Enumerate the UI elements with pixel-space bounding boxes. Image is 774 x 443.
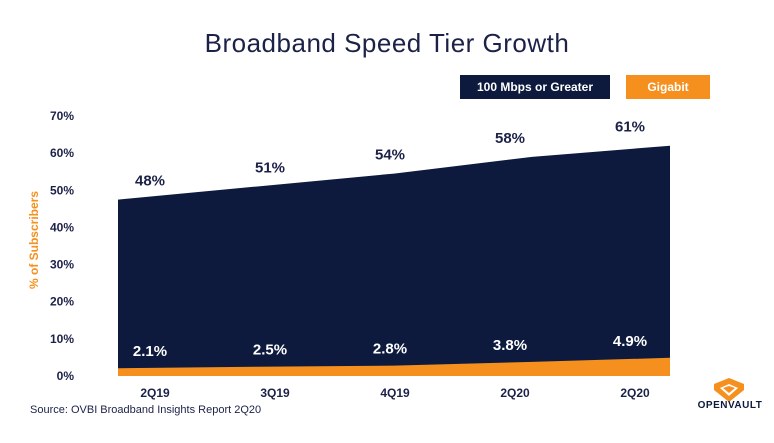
chart-title: Broadband Speed Tier Growth	[204, 28, 570, 58]
data-label-s0-1: 51%	[255, 160, 285, 177]
openvault-logo-icon	[714, 378, 744, 402]
area-series-0	[118, 145, 670, 376]
data-label-s1-1: 2.5%	[253, 342, 287, 359]
source-note: Source: OVBI Broadband Insights Report 2…	[30, 404, 262, 416]
x-tick-label-1: 3Q19	[260, 386, 290, 400]
x-tick-label-0: 2Q19	[140, 386, 170, 400]
legend-gigabit: Gigabit	[626, 75, 710, 99]
brand-name: OPENVAULT	[697, 400, 763, 411]
y-tick-label-6: 60%	[50, 146, 74, 160]
x-tick-label-4: 2Q20	[620, 386, 650, 400]
data-label-s1-3: 3.8%	[493, 337, 527, 354]
data-label-s0-4: 61%	[615, 119, 645, 136]
data-label-s1-4: 4.9%	[613, 333, 647, 350]
y-tick-label-1: 10%	[50, 332, 74, 346]
data-label-s1-2: 2.8%	[373, 341, 407, 358]
data-label-s0-3: 58%	[495, 130, 525, 147]
y-tick-label-0: 0%	[57, 369, 75, 383]
y-tick-label-7: 70%	[50, 109, 74, 123]
data-label-s0-2: 54%	[375, 147, 405, 164]
y-tick-label-3: 30%	[50, 258, 74, 272]
y-tick-label-2: 20%	[50, 295, 74, 309]
x-tick-label-2: 4Q19	[380, 386, 410, 400]
x-tick-label-3: 2Q20	[500, 386, 530, 400]
y-tick-label-5: 50%	[50, 183, 74, 197]
y-tick-label-4: 40%	[50, 220, 74, 234]
area-series-1	[118, 357, 670, 376]
data-label-s1-0: 2.1%	[133, 343, 167, 360]
legend-100mbps: 100 Mbps or Greater	[460, 75, 610, 99]
data-label-s0-0: 48%	[135, 173, 165, 190]
